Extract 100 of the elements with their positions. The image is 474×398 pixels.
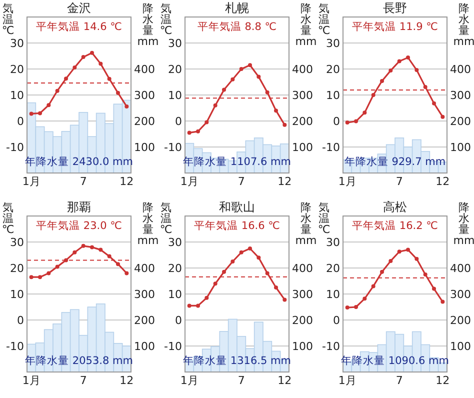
chart-title: 和歌山 — [219, 200, 255, 214]
annotation: 年降水量 1107.6 mm — [183, 155, 291, 168]
y2-tick-label: 100 — [292, 340, 313, 353]
point — [222, 88, 226, 92]
point — [274, 108, 278, 113]
point — [64, 258, 68, 262]
annotation: 平年気温 16.6 ℃ — [194, 220, 280, 232]
y2-tick-label: 400 — [292, 63, 313, 76]
x-tick-label: 7 — [396, 374, 403, 387]
y2-axis-title: 降水量 mm — [137, 2, 159, 48]
point — [423, 272, 428, 276]
point — [239, 250, 244, 254]
annotation: 平年気温 8.8 ℃ — [197, 21, 277, 33]
y2-tick-label: 200 — [450, 115, 471, 128]
y-tick-label: 0 — [333, 115, 340, 128]
y-tick-label: 20 — [326, 63, 340, 76]
x-tick-label: 1月 — [22, 374, 40, 387]
point — [380, 78, 384, 83]
point — [81, 244, 86, 248]
y2-tick-label: 400 — [134, 262, 155, 275]
point — [29, 112, 34, 116]
x-tick-label: 1月 — [22, 175, 40, 188]
x-tick-label: 7 — [396, 175, 403, 188]
point — [397, 250, 402, 254]
x-tick-label: 7 — [238, 374, 245, 387]
point — [187, 304, 192, 308]
point — [213, 103, 218, 108]
y2-tick-label: 400 — [134, 63, 155, 76]
y-tick-label: 30 — [168, 37, 182, 50]
y2-tick-label: 400 — [450, 63, 471, 76]
point — [388, 68, 393, 73]
y-tick-label: 20 — [168, 262, 182, 275]
y2-tick-label: 200 — [292, 115, 313, 128]
point — [55, 88, 60, 93]
point — [230, 77, 235, 82]
y-axis-title: 気温 ℃ — [160, 201, 172, 236]
y2-tick-label: 100 — [292, 141, 313, 154]
x-tick-label: 7 — [80, 374, 87, 387]
x-tick-label: 12 — [436, 175, 450, 188]
x-tick-label: 12 — [436, 374, 450, 387]
annotation: 年降水量 929.7 mm — [344, 155, 446, 168]
y-axis-title: 気温 ℃ — [2, 2, 14, 37]
y-tick-label: 10 — [10, 288, 24, 301]
y-tick-label: 0 — [333, 314, 340, 327]
y-axis-title: 気温 ℃ — [160, 2, 172, 37]
point — [55, 264, 60, 269]
point — [432, 286, 436, 291]
y-tick-label: 10 — [168, 89, 182, 102]
point — [371, 284, 376, 288]
point — [345, 306, 350, 310]
x-tick-label: 7 — [238, 175, 245, 188]
y2-tick-label: 300 — [134, 89, 155, 102]
y-tick-label: -10 — [322, 141, 340, 154]
y-tick-label: 20 — [10, 63, 24, 76]
point — [116, 262, 120, 266]
y-tick-label: -10 — [6, 340, 24, 353]
y-tick-label: 30 — [326, 37, 340, 50]
point — [274, 286, 278, 290]
y2-tick-label: 300 — [134, 288, 155, 301]
point — [196, 304, 200, 308]
y-axis-title: 気温 ℃ — [318, 2, 330, 37]
chart-title: 高松 — [383, 200, 407, 214]
point — [90, 50, 94, 55]
point — [239, 67, 244, 71]
y-tick-label: 0 — [175, 115, 182, 128]
y2-tick-label: 100 — [134, 141, 155, 154]
annotation: 年降水量 2053.8 mm — [25, 354, 133, 367]
point — [440, 300, 445, 304]
point — [124, 104, 129, 108]
point — [265, 90, 270, 94]
y2-tick-label: 300 — [292, 288, 313, 301]
point — [414, 256, 419, 261]
point — [72, 250, 77, 254]
point — [256, 74, 261, 79]
point — [107, 76, 112, 81]
point — [196, 129, 200, 134]
annotation: 年降水量 1090.6 mm — [341, 354, 449, 367]
y-tick-label: -10 — [322, 340, 340, 353]
y-tick-label: 10 — [326, 288, 340, 301]
x-tick-label: 12 — [120, 374, 134, 387]
annotation: 平年気温 16.2 ℃ — [352, 220, 438, 232]
y-tick-label: 20 — [168, 63, 182, 76]
y-tick-label: 30 — [10, 236, 24, 249]
x-tick-label: 7 — [80, 175, 87, 188]
y2-tick-label: 100 — [134, 340, 155, 353]
y-tick-label: 0 — [175, 314, 182, 327]
y2-tick-label: 300 — [450, 288, 471, 301]
point — [282, 122, 287, 127]
point — [213, 282, 218, 286]
y-tick-label: -10 — [164, 141, 182, 154]
point — [248, 63, 252, 68]
point — [116, 90, 120, 95]
point — [64, 76, 68, 81]
y2-tick-label: 200 — [292, 314, 313, 327]
annotation: 平年気温 11.9 ℃ — [352, 21, 438, 33]
x-tick-label: 1月 — [338, 374, 356, 387]
x-tick-label: 12 — [120, 175, 134, 188]
y2-tick-label: 200 — [450, 314, 471, 327]
point — [362, 296, 367, 301]
point — [98, 248, 103, 252]
